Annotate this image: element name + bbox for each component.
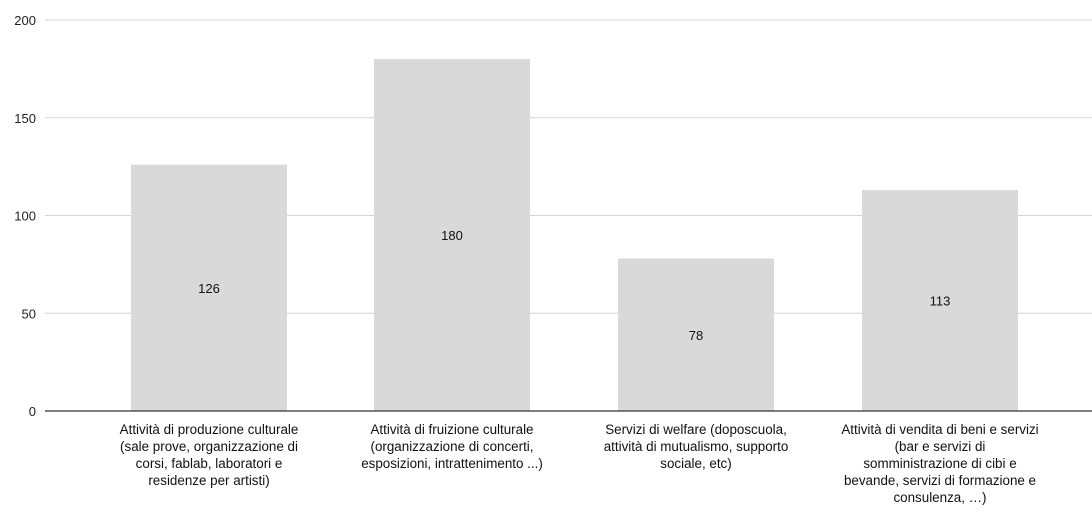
y-tick-label: 150 <box>14 111 36 126</box>
x-category-label: Attività di produzione culturale (sale pr… <box>89 421 329 489</box>
x-category-label-line: residenze per artisti) <box>148 473 270 488</box>
x-category-label: Servizi di welfare (doposcuola, attività … <box>576 421 816 472</box>
x-category-label: Attività di vendita di beni e servizi (ba… <box>820 421 1060 506</box>
x-category-label-line: Servizi di welfare (doposcuola, <box>605 422 787 437</box>
y-tick-label: 100 <box>14 209 36 224</box>
bar <box>374 59 530 411</box>
x-category-label-line: bevande, servizi di formazione e <box>843 473 1037 488</box>
bar-value-label: 78 <box>689 328 703 343</box>
y-axis-ticks: 0 50 100 150 200 <box>14 13 36 419</box>
x-category-label: Attività di fruizione culturale (organizz… <box>332 421 572 472</box>
bars <box>131 59 1018 411</box>
x-category-label-line: consulenza, …) <box>893 490 987 505</box>
x-category-label-line: esposizioni, intrattenimento ...) <box>361 456 543 471</box>
x-category-label-line: corsi, fablab, laboratori e <box>135 456 283 471</box>
x-category-label-line: sociale, etc) <box>660 456 732 471</box>
bar <box>618 258 774 411</box>
x-category-label-line: somministrazione di cibi e <box>863 456 1017 471</box>
y-tick-label: 50 <box>22 306 36 321</box>
x-category-label-line: (sale prove, organizzazione di <box>120 439 298 454</box>
x-category-label-line: attività di mutualismo, supporto <box>603 439 789 454</box>
bar-value-label: 180 <box>441 228 463 243</box>
bar <box>862 190 1018 411</box>
bar <box>131 164 287 411</box>
x-category-label-line: (organizzazione di concerti, <box>370 439 534 454</box>
bar-value-label: 113 <box>930 294 951 309</box>
x-category-label-line: (bar e servizi di <box>894 439 986 454</box>
y-tick-label: 200 <box>14 13 36 28</box>
data-labels: 126 180 78 113 <box>198 228 950 343</box>
x-category-label-line: Attività di fruizione culturale <box>370 422 534 437</box>
x-category-label-line: Attività di produzione culturale <box>119 422 299 437</box>
y-tick-label: 0 <box>29 404 36 419</box>
bar-value-label: 126 <box>198 281 220 296</box>
x-category-label-line: Attività di vendita di beni e servizi <box>841 422 1039 437</box>
